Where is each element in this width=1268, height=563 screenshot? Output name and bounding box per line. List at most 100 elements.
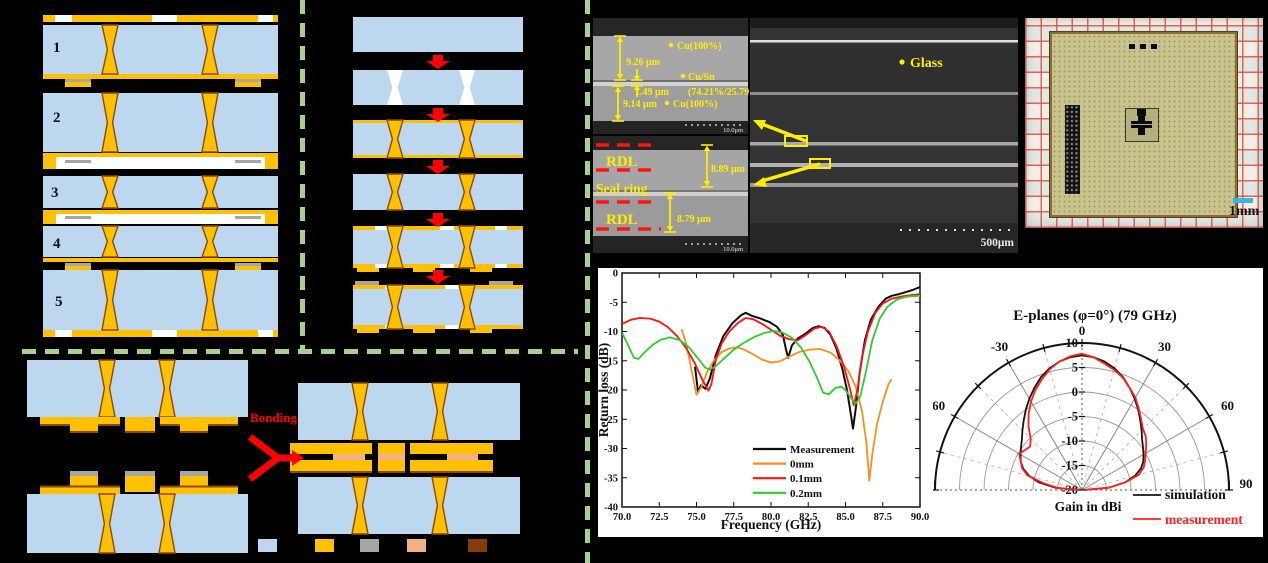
process-arrow-icon xyxy=(426,108,450,122)
via-shape xyxy=(201,175,219,209)
x-axis-label: Frequency (GHz) xyxy=(721,517,822,532)
via-shape xyxy=(458,119,476,159)
cross-top-square xyxy=(1136,109,1146,116)
legend-swatch-4 xyxy=(468,539,487,552)
via-shape xyxy=(458,225,476,269)
x-tick-label: 85.0 xyxy=(836,512,854,523)
x-tick-label: 80.0 xyxy=(762,512,780,523)
antenna-cross-aperture xyxy=(1125,108,1159,142)
x-tick-label: 82.5 xyxy=(799,512,817,523)
cusn-label: Cu/Sn xyxy=(688,72,715,83)
roi-box-2 xyxy=(809,158,831,169)
via-shape xyxy=(458,173,476,211)
via-shape xyxy=(101,175,119,209)
dim-label-914: 9.14 μm xyxy=(623,99,658,110)
photo-scale-label: 1mm xyxy=(1229,204,1260,219)
dim-arrow-889 xyxy=(701,144,713,188)
sem-bottom-scale: 10.0μm xyxy=(723,246,743,253)
x-tick-label: 70.0 xyxy=(613,512,631,523)
divider-vertical-left xyxy=(300,0,305,352)
y-tick-label: -5 xyxy=(609,298,618,309)
legend-label: 0.2mm xyxy=(790,488,822,500)
x-tick-label: 87.5 xyxy=(874,512,892,523)
via-shape xyxy=(351,476,369,535)
fiducial-dot xyxy=(1151,44,1157,49)
divider-vertical-main xyxy=(585,0,590,563)
dim-arrow-149 xyxy=(631,69,643,97)
polar-angle-tick xyxy=(1005,358,1012,367)
legend-swatch-3 xyxy=(407,539,426,552)
polar-angle-tick xyxy=(1219,450,1229,454)
via-shape xyxy=(386,119,404,159)
polar-angle-label: 60 xyxy=(1221,398,1234,413)
polar-series-measurement xyxy=(1018,352,1148,491)
via-shape xyxy=(431,476,449,535)
legend-label: 0.1mm xyxy=(790,473,822,485)
y-tick-label: -35 xyxy=(604,473,618,484)
polar-angle-label: 30 xyxy=(1158,339,1171,354)
dim-arrow-914 xyxy=(612,85,624,122)
y-tick-label: 0 xyxy=(613,269,618,280)
via-shape xyxy=(458,284,476,330)
polar-angle-tick xyxy=(1205,413,1214,420)
polar-r-label: -20 xyxy=(1061,483,1078,497)
chip xyxy=(1049,31,1238,218)
polar-r-label: -5 xyxy=(1068,410,1078,424)
sem-rdl-crosssection: RDL Seal ring RDL 8.89 μm 8.79 μm 10.0μm xyxy=(593,136,748,253)
sem-overview: Glass 500μm xyxy=(750,18,1018,253)
fiducial-dot xyxy=(1129,44,1135,49)
process-arrow-icon xyxy=(426,270,450,284)
legend-label: Measurement xyxy=(790,444,855,456)
pad-array-strip xyxy=(1065,105,1080,194)
fiducial-dot xyxy=(1140,44,1146,49)
legend-label: 0mm xyxy=(790,459,814,471)
x-tick-label: 75.0 xyxy=(687,512,705,523)
via-shape xyxy=(201,92,219,153)
x-tick-label: 90.0 xyxy=(911,512,929,523)
polar-r-label: -15 xyxy=(1061,459,1078,473)
x-tick-label: 72.5 xyxy=(650,512,668,523)
polar-angle-label: -60 xyxy=(933,398,945,413)
return-loss-chart: 70.0 72.5 75.0 77.5 80.0 82.5 85.0 87.5 90.0 0 -5 -… xyxy=(598,269,929,533)
radiation-pattern-chart: -90-60-3003060901050-5-10-15-20E-planes … xyxy=(933,308,1253,527)
via-process-flow-diagram xyxy=(353,17,523,333)
via-shape xyxy=(431,382,449,441)
cu-top-label: Cu(100%) xyxy=(677,41,721,52)
process-arrow-icon xyxy=(426,213,450,227)
polar-xlabel: Gain in dBi xyxy=(1055,499,1122,514)
dim-label-879: 8.79 μm xyxy=(677,214,712,225)
bullet-icon xyxy=(668,42,674,48)
dim-arrow-926 xyxy=(614,35,626,81)
polar-angle-tick xyxy=(1182,382,1190,390)
stack-label-1: 1 xyxy=(53,40,61,56)
y-tick-label: -10 xyxy=(604,327,618,338)
via-shape xyxy=(201,225,219,258)
polar-angle-tick xyxy=(1152,358,1159,367)
polar-radial xyxy=(1081,362,1156,491)
y-tick-label: -30 xyxy=(604,444,618,455)
y-tick-label: -40 xyxy=(604,503,618,514)
cusn-ratio-label: (74.21%/25.79%) xyxy=(688,87,762,98)
stack-label-4: 4 xyxy=(53,236,61,252)
stack-label-5: 5 xyxy=(55,294,63,310)
legend-measurement: measurement xyxy=(1165,512,1243,527)
polar-radial xyxy=(1008,362,1083,491)
divider-horizontal-left xyxy=(22,349,578,354)
glass-label: Glass xyxy=(910,56,943,71)
stack-label-3: 3 xyxy=(51,185,59,201)
polar-angle-tick xyxy=(1042,343,1046,353)
series-0.2mm xyxy=(622,294,920,405)
roi-arrow-1 xyxy=(753,120,807,143)
sem-top-scale: 10.0μm xyxy=(723,127,743,134)
chip-photo: 1mm xyxy=(1025,18,1263,228)
via-shape xyxy=(98,493,116,554)
cross-vertical xyxy=(1137,115,1145,135)
via-shape xyxy=(101,92,119,153)
via-shape xyxy=(201,24,219,75)
process-arrow-icon xyxy=(426,55,450,69)
seal-ring-label: Seal ring xyxy=(596,181,648,196)
via-shape xyxy=(101,269,119,331)
material-legend xyxy=(0,539,560,552)
via-shape xyxy=(386,173,404,211)
polar-angle-label: 0 xyxy=(1079,323,1086,338)
